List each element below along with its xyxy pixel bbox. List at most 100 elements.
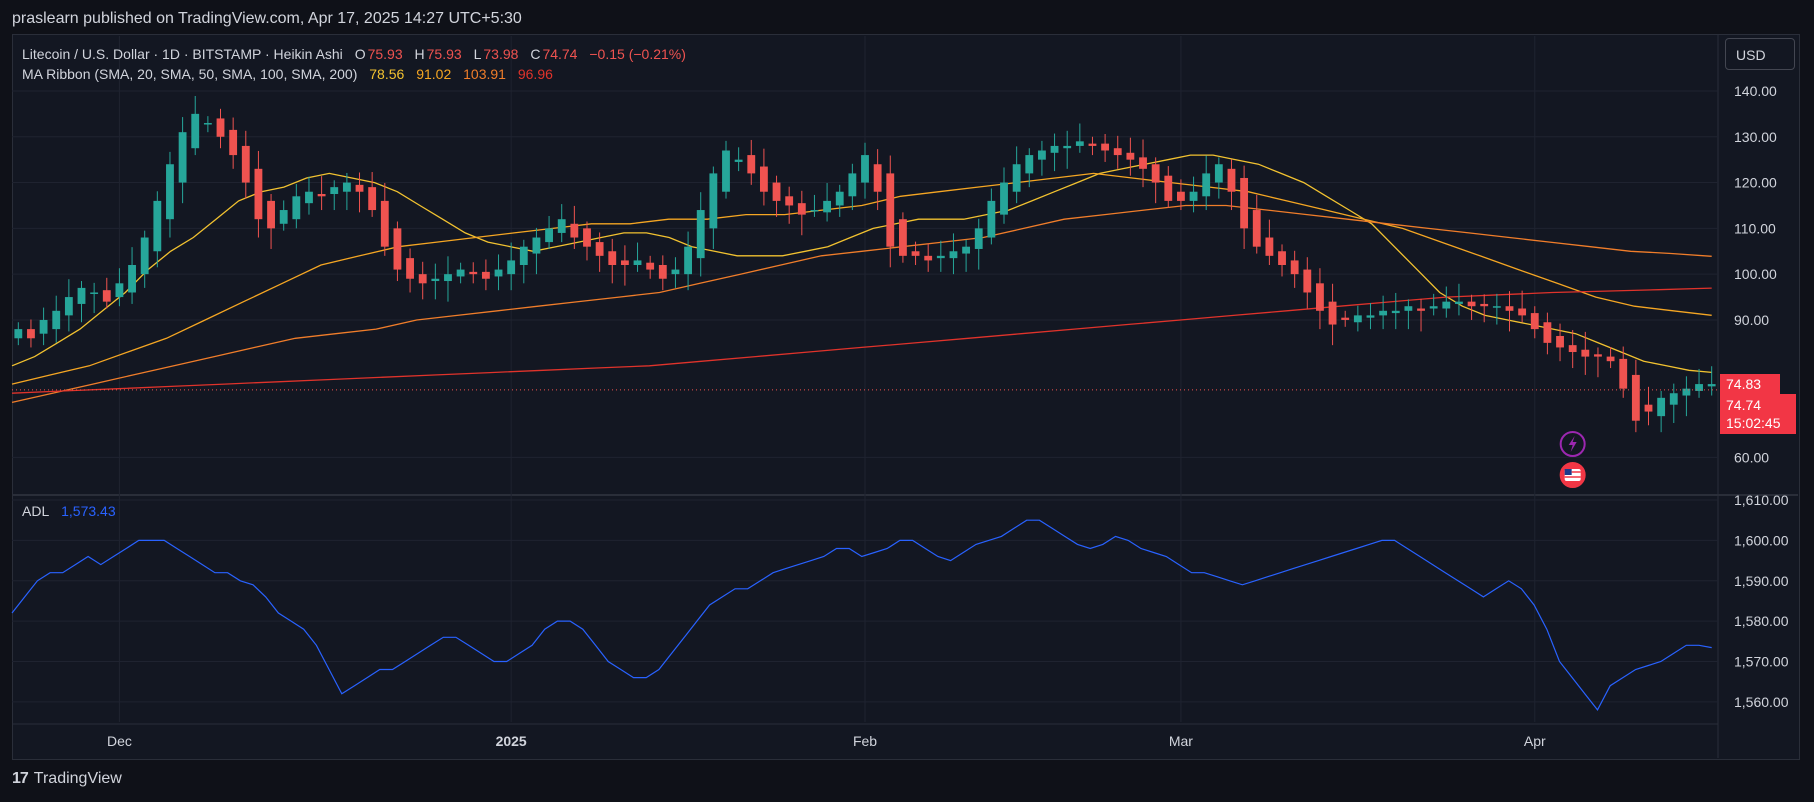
adl-tick-label: 1,560.00 bbox=[1734, 694, 1789, 710]
candle-body bbox=[519, 246, 528, 265]
candle-body bbox=[1113, 148, 1122, 156]
candle-body bbox=[987, 200, 996, 238]
candle-body bbox=[1505, 306, 1514, 311]
candle-body bbox=[393, 228, 402, 270]
candle-body bbox=[1101, 143, 1110, 151]
adl-tick-label: 1,590.00 bbox=[1734, 573, 1789, 589]
candle-body bbox=[1366, 315, 1375, 318]
footer-brand-name: TradingView bbox=[33, 770, 122, 787]
price-tick-label: 60.00 bbox=[1734, 449, 1769, 465]
chart-frame bbox=[12, 34, 1800, 760]
candle-body bbox=[1669, 393, 1678, 405]
candle-body bbox=[1303, 269, 1312, 293]
candle-body bbox=[684, 246, 692, 275]
candle-body bbox=[557, 219, 566, 233]
candle-body bbox=[1265, 237, 1274, 256]
tradingview-logo-icon: 17 bbox=[12, 770, 29, 787]
candle-body bbox=[418, 274, 427, 284]
symbol-title[interactable]: Litecoin / U.S. Dollar · 1D · BITSTAMP ·… bbox=[22, 46, 343, 62]
candle-body bbox=[570, 223, 579, 238]
candle-body bbox=[949, 251, 958, 259]
candle-body bbox=[1000, 182, 1008, 215]
candle-body bbox=[1543, 322, 1552, 343]
candle-body bbox=[1657, 397, 1666, 417]
ma-ribbon-legend[interactable]: MA Ribbon (SMA, 20, SMA, 50, SMA, 100, S… bbox=[22, 66, 555, 82]
ohlc-o-value: 75.93 bbox=[367, 46, 403, 62]
candle-body bbox=[709, 173, 718, 229]
candle-body bbox=[1707, 384, 1716, 387]
candle-body bbox=[785, 196, 794, 206]
ohlc-l-value: 73.98 bbox=[483, 46, 519, 62]
candle-body bbox=[532, 237, 541, 254]
candle-body bbox=[1341, 317, 1350, 320]
candle-body bbox=[633, 260, 642, 265]
candle-body bbox=[1240, 177, 1249, 229]
candle-body bbox=[406, 258, 414, 279]
candle-body bbox=[658, 265, 667, 279]
candle-body bbox=[39, 319, 48, 334]
candle-body bbox=[469, 271, 478, 275]
candle-body bbox=[898, 219, 907, 256]
lightning-bolt-icon bbox=[1568, 436, 1577, 452]
ohlc-h-label: H bbox=[414, 46, 425, 62]
candle-body bbox=[1252, 210, 1261, 247]
candle-body bbox=[1075, 141, 1084, 146]
candle-body bbox=[1038, 150, 1046, 160]
candle-body bbox=[1139, 157, 1147, 169]
candle-body bbox=[1594, 354, 1602, 357]
candle-body bbox=[1619, 358, 1628, 389]
currency-button[interactable]: USD bbox=[1725, 38, 1795, 70]
ma50-value: 91.02 bbox=[416, 66, 452, 82]
adl-label: ADL bbox=[22, 503, 50, 519]
last-price-tag: 74.74 15:02:45 bbox=[1720, 394, 1796, 434]
footer-brand[interactable]: 17 TradingView bbox=[12, 770, 122, 788]
candle-body bbox=[1290, 260, 1299, 275]
candle-body bbox=[886, 173, 895, 247]
candle-body bbox=[1391, 310, 1400, 314]
publisher-bar: praslearn published on TradingView.com, … bbox=[0, 0, 1814, 36]
candle-body bbox=[1050, 145, 1059, 153]
candle-body bbox=[1202, 173, 1211, 197]
candle-body bbox=[1151, 164, 1160, 183]
adl-tick-label: 1,580.00 bbox=[1734, 613, 1789, 629]
candle-body bbox=[1126, 152, 1135, 160]
candle-body bbox=[1556, 335, 1564, 348]
adl-line bbox=[11, 519, 1712, 711]
candle-body bbox=[848, 173, 857, 197]
candle-body bbox=[368, 187, 377, 211]
candle-body bbox=[974, 228, 983, 249]
candle-body bbox=[64, 297, 73, 316]
last-price: 74.74 bbox=[1726, 397, 1762, 413]
candle-body bbox=[671, 269, 680, 275]
candle-body bbox=[456, 269, 465, 277]
candle-body bbox=[216, 118, 225, 137]
candle-body bbox=[1025, 155, 1034, 174]
candle-body bbox=[229, 129, 238, 156]
candle-body bbox=[873, 164, 882, 192]
candle-body bbox=[1379, 310, 1388, 316]
candle-body bbox=[545, 228, 553, 243]
candle-body bbox=[1316, 283, 1324, 311]
price-tick-label: 90.00 bbox=[1734, 312, 1769, 328]
candle-body bbox=[772, 182, 781, 201]
candle-body bbox=[936, 255, 945, 259]
ma-line-sma50 bbox=[11, 172, 1712, 385]
candle-body bbox=[1417, 308, 1425, 311]
candle-body bbox=[810, 210, 819, 212]
price-tick-label: 110.00 bbox=[1734, 220, 1776, 236]
candle-body bbox=[1214, 164, 1223, 183]
candle-body bbox=[1480, 303, 1489, 307]
x-tick-label: Apr bbox=[1524, 733, 1546, 749]
candle-body bbox=[734, 159, 743, 162]
candle-body bbox=[178, 132, 187, 183]
candle-body bbox=[292, 196, 301, 220]
ma200-value: 96.96 bbox=[517, 66, 553, 82]
candle-body bbox=[444, 274, 452, 282]
flag-canton bbox=[1564, 469, 1572, 475]
candle-body bbox=[1177, 191, 1185, 201]
adl-legend[interactable]: ADL 1,573.43 bbox=[22, 503, 118, 519]
candle-body bbox=[1328, 301, 1337, 325]
candle-body bbox=[583, 228, 591, 247]
candle-body bbox=[14, 329, 23, 339]
